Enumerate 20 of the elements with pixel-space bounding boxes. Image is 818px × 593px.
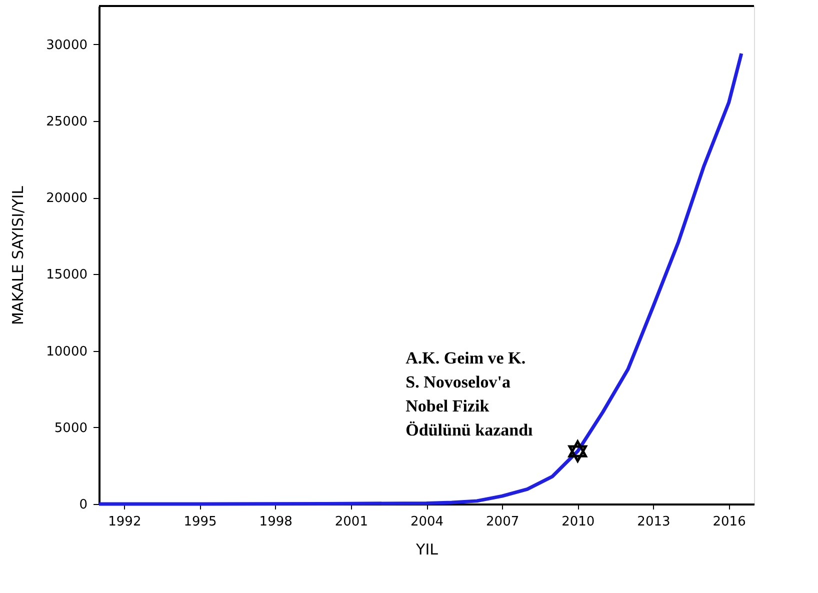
x-tick-label: 2001: [334, 514, 368, 530]
y-tick-label: 5000: [54, 420, 88, 436]
x-tick-label: 1992: [108, 514, 142, 530]
x-tick-label: 1998: [259, 514, 292, 530]
y-tick-label: 15000: [46, 268, 88, 283]
x-tick-label: 2013: [637, 514, 670, 530]
x-tick-label: 2004: [410, 514, 444, 530]
y-tick-label: 10000: [46, 344, 88, 360]
y-tick-label: 30000: [46, 38, 88, 53]
y-tick-label: 0: [79, 498, 88, 512]
annotation: A.K. Geim ve K. S. Novoselov'a Nobel Fizik Ödülünü kazandı: [406, 348, 534, 440]
x-axis-title: YIL: [415, 540, 439, 558]
x-tick-label: 2010: [562, 514, 595, 530]
y-axis-title: MAKALE SAYISI/YIL: [9, 185, 28, 326]
y-tick-label: 25000: [46, 114, 88, 130]
x-tick-label: 1995: [184, 514, 217, 530]
x-tick-label: 2016: [712, 514, 746, 530]
line-series: [97, 52, 744, 506]
y-tick-label: 20000: [46, 191, 88, 206]
x-tick-label: 2007: [486, 514, 520, 530]
